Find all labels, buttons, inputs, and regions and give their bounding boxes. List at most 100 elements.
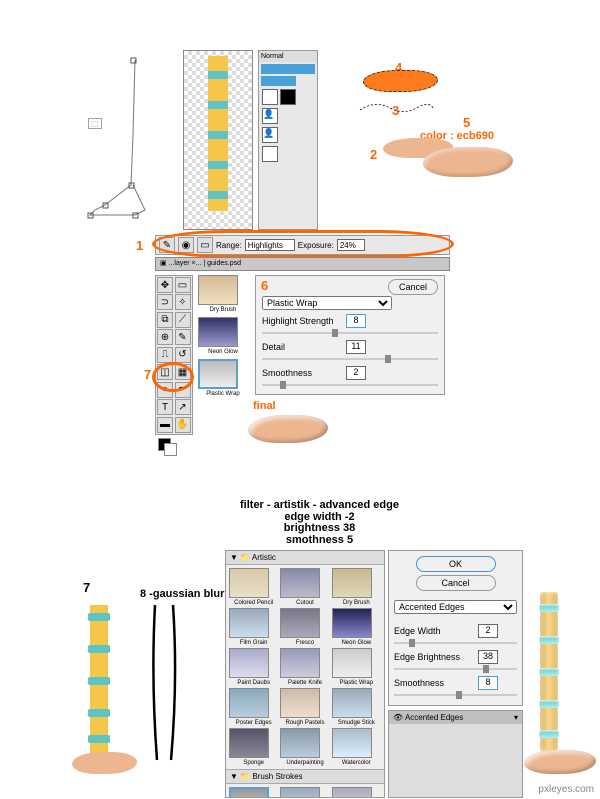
- highlight-value[interactable]: 8: [346, 314, 366, 328]
- fresco-thumb[interactable]: [280, 608, 320, 638]
- hand-tool-icon[interactable]: ✋: [175, 417, 191, 433]
- eraser-tool-icon[interactable]: ◫: [157, 364, 173, 380]
- step-7b-label: 7: [83, 580, 90, 595]
- dodge-tool-icon[interactable]: ○: [157, 382, 173, 398]
- brush-header[interactable]: ▼ 📁 Brush Strokes: [226, 769, 384, 784]
- edge-width-label: Edge Width: [394, 626, 474, 636]
- colored-pencil-thumb[interactable]: [229, 568, 269, 598]
- drybrush2-thumb[interactable]: [332, 568, 372, 598]
- layer-thumb-bg[interactable]: [262, 146, 278, 162]
- blob-5: [423, 147, 513, 177]
- layers-panel[interactable]: Normal 👤 👤: [258, 50, 318, 230]
- filter-thumb-col: Dry Brush Neon Glow Plastic Wrap: [198, 275, 248, 397]
- dry-brush-label: Dry Brush: [198, 307, 248, 313]
- neonglow2-thumb[interactable]: [332, 608, 372, 638]
- lasso-tool-icon[interactable]: ⊃: [157, 294, 173, 310]
- detail-label: Detail: [262, 342, 342, 352]
- detail-value[interactable]: 11: [346, 340, 366, 354]
- canvas-checker: [183, 50, 253, 230]
- bt-line1: filter - artistik - advanced edge: [240, 500, 399, 512]
- step-1-label: 1: [136, 238, 143, 253]
- fg-bg-swatch[interactable]: [158, 438, 176, 456]
- filmgrain-thumb[interactable]: [229, 608, 269, 638]
- accented-thumb[interactable]: [229, 787, 269, 798]
- filter-gallery[interactable]: ▼ 📁 Artistic Colored Pencil Cutout Dry B…: [225, 550, 385, 798]
- angled-thumb[interactable]: [280, 787, 320, 798]
- layer-thumb-2[interactable]: 👤: [262, 108, 278, 124]
- type-tool-icon[interactable]: T: [157, 399, 173, 415]
- options-bar[interactable]: ✎ ◉ ▭ Range: Exposure:: [155, 235, 450, 255]
- neon-glow-thumb[interactable]: [198, 317, 238, 347]
- step-2-label: 2: [370, 147, 377, 162]
- right-pillar: [540, 592, 558, 752]
- heal-tool-icon[interactable]: ⊕: [157, 329, 173, 345]
- ok-button[interactable]: OK: [416, 556, 496, 572]
- plastic-wrap-thumb[interactable]: [198, 359, 238, 389]
- path-tool-icon[interactable]: ↗: [175, 399, 191, 415]
- dry-brush-thumb[interactable]: [198, 275, 238, 305]
- document-tab-bar[interactable]: ▣ ...layer ×... | guides.psd: [155, 257, 450, 271]
- plasticwrap2-thumb[interactable]: [332, 648, 372, 678]
- pen-tool-icon[interactable]: ✒: [175, 382, 191, 398]
- watercolor-thumb[interactable]: [332, 728, 372, 758]
- smooth-value[interactable]: 2: [346, 366, 366, 380]
- exposure-input[interactable]: [337, 239, 365, 251]
- final-blob: [248, 415, 328, 443]
- smooth-label: Smoothness: [262, 368, 342, 378]
- accented-select[interactable]: Accented Edges: [394, 600, 517, 614]
- edge-bright-val[interactable]: 38: [478, 650, 498, 664]
- sponge-thumb[interactable]: [229, 728, 269, 758]
- step-6-label: 6: [261, 278, 268, 293]
- brush-icon[interactable]: ✎: [159, 237, 175, 253]
- preview-panel: 👁 Accented Edges▾: [388, 710, 523, 798]
- bt-line4: smothness 5: [240, 535, 399, 547]
- crop-tool-icon[interactable]: ⧉: [157, 312, 173, 328]
- toolbox[interactable]: ✥ ▭ ⊃ ✧ ⧉ ⟋ ⊕ ✎ ⎍ ↺ ◫ ▦ ○ ✒ T ↗ ▬ ✋: [155, 275, 193, 435]
- cancel-button[interactable]: Cancel: [388, 279, 438, 295]
- cancel-button-2[interactable]: Cancel: [416, 575, 496, 591]
- eyedrop-tool-icon[interactable]: ⟋: [175, 312, 191, 328]
- smooth2-val[interactable]: 8: [478, 676, 498, 690]
- underpaint-thumb[interactable]: [280, 728, 320, 758]
- highlight-label: Highlight Strength: [262, 316, 342, 326]
- cutout-thumb[interactable]: [280, 568, 320, 598]
- gradient-tool-icon[interactable]: ▦: [175, 364, 191, 380]
- artistic-header[interactable]: ▼ 📁 Artistic: [226, 551, 384, 565]
- anchor-badge: ⬚: [88, 118, 102, 129]
- filter-name-select[interactable]: Plastic Wrap: [262, 296, 392, 310]
- artistic-grid: Colored Pencil Cutout Dry Brush Film Gra…: [226, 565, 384, 769]
- final-label: final: [253, 400, 276, 412]
- brush-tool-icon[interactable]: ✎: [175, 329, 191, 345]
- paintdaubs-thumb[interactable]: [229, 648, 269, 678]
- stamp-tool-icon[interactable]: ⎍: [157, 347, 173, 363]
- bt-line3: brightness 38: [240, 523, 399, 535]
- fill-bar[interactable]: [261, 76, 296, 86]
- layer-mask-thumb[interactable]: [262, 89, 278, 105]
- blend-mode-select[interactable]: Normal: [259, 51, 317, 62]
- wand-tool-icon[interactable]: ✧: [175, 294, 191, 310]
- smudge-thumb[interactable]: [332, 688, 372, 718]
- preview-tab[interactable]: 👁 Accented Edges▾: [389, 711, 522, 724]
- mode-icon[interactable]: ▭: [197, 237, 213, 253]
- posteredges-thumb[interactable]: [229, 688, 269, 718]
- roughpastels-thumb[interactable]: [280, 688, 320, 718]
- opacity-bar[interactable]: [261, 64, 315, 74]
- range-select[interactable]: [245, 239, 295, 251]
- crosshatch-thumb[interactable]: [332, 787, 372, 798]
- history-tool-icon[interactable]: ↺: [175, 347, 191, 363]
- layer-thumb-3[interactable]: 👤: [262, 127, 278, 143]
- paletteknife-thumb[interactable]: [280, 648, 320, 678]
- preset-icon[interactable]: ◉: [178, 237, 194, 253]
- blob-3-outline: [355, 98, 435, 118]
- smooth2-label: Smoothness: [394, 678, 474, 688]
- layer-thumb[interactable]: [280, 89, 296, 105]
- edge-bright-label: Edge Brightness: [394, 652, 474, 662]
- shape-tool-icon[interactable]: ▬: [157, 417, 173, 433]
- marquee-tool-icon[interactable]: ▭: [175, 277, 191, 293]
- move-tool-icon[interactable]: ✥: [157, 277, 173, 293]
- edge-width-val[interactable]: 2: [478, 624, 498, 638]
- blob-4: [363, 70, 438, 92]
- left-foot: [72, 752, 137, 774]
- right-foot: [524, 750, 596, 774]
- leg-path-drawing: [85, 55, 175, 225]
